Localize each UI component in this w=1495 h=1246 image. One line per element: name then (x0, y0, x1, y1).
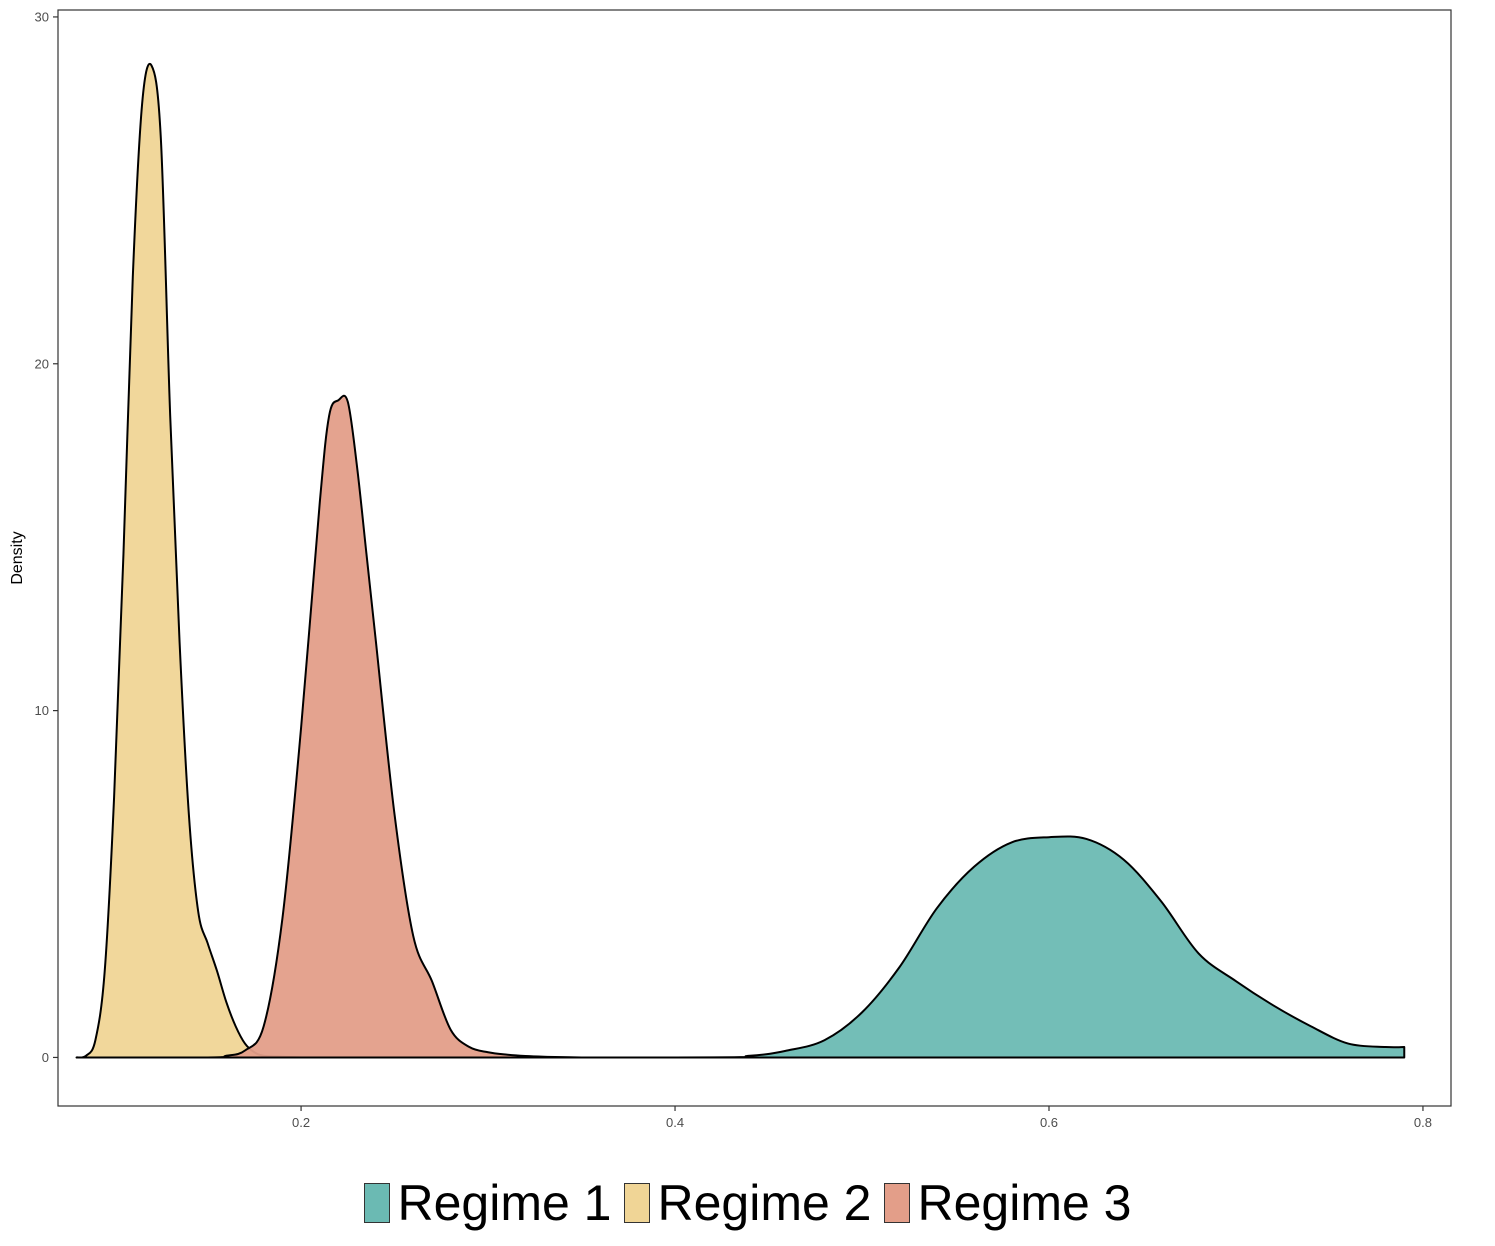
legend-key-regime-3 (883, 1183, 910, 1223)
legend: Regime 1 Regime 2 Regime 3 (0, 1168, 1495, 1238)
legend-label-regime-2: Regime 2 (657, 1175, 872, 1231)
y-axis: 0 10 20 30 (35, 9, 58, 1065)
x-axis: 0.2 0.4 0.6 0.8 (292, 1106, 1432, 1130)
y-tick-label: 0 (42, 1050, 49, 1065)
density-area-regime-2 (75, 63, 303, 1059)
density-area-regime-3 (75, 394, 583, 1059)
y-tick-label: 10 (35, 703, 49, 718)
legend-label-regime-1: Regime 1 (397, 1175, 612, 1231)
legend-item-regime-1: Regime 1 (363, 1175, 612, 1231)
legend-key-regime-1 (363, 1183, 390, 1223)
density-areas (75, 63, 1406, 1059)
plot-panel (58, 10, 1451, 1106)
y-tick-label: 20 (35, 356, 49, 371)
x-tick-label: 0.2 (292, 1115, 310, 1130)
x-tick-label: 0.4 (666, 1115, 684, 1130)
legend-label-regime-3: Regime 3 (917, 1175, 1132, 1231)
density-area-regime-1 (75, 835, 1406, 1059)
x-tick-label: 0.6 (1040, 1115, 1058, 1130)
x-tick-label: 0.8 (1414, 1115, 1432, 1130)
y-tick-label: 30 (35, 9, 49, 24)
legend-item-regime-2: Regime 2 (623, 1175, 872, 1231)
plot-border (57, 9, 1452, 1107)
legend-key-regime-2 (623, 1183, 650, 1223)
y-axis-title: Density (9, 531, 26, 584)
legend-item-regime-3: Regime 3 (883, 1175, 1132, 1231)
